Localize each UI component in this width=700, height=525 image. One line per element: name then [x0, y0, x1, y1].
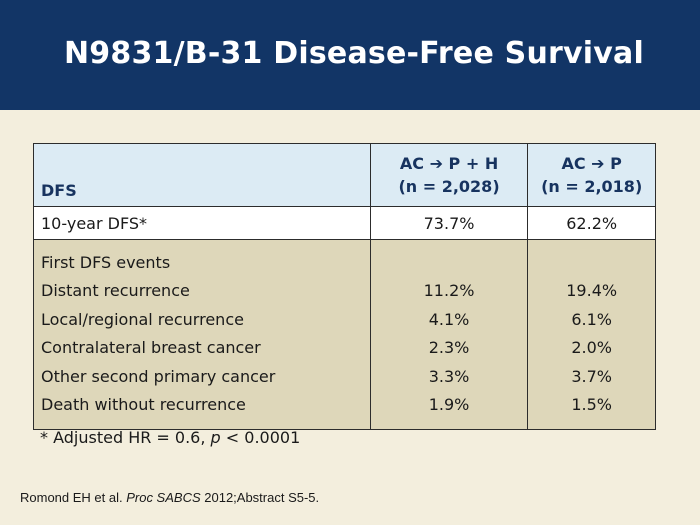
value-cell: 2.0%	[571, 338, 612, 358]
event-label: Distant recurrence	[41, 281, 190, 301]
value-cell: 11.2%	[423, 281, 475, 301]
event-label: Contralateral breast cancer	[41, 338, 261, 358]
arm-regimen: AC ➔ P	[561, 154, 622, 173]
arm-n: (n = 2,028)	[398, 177, 500, 196]
event-label: Local/regional recurrence	[41, 309, 244, 329]
footnote: * Adjusted HR = 0.6, p < 0.0001	[40, 428, 301, 447]
arrow-icon: ➔	[591, 154, 605, 173]
value-cell: 73.7%	[369, 206, 529, 240]
events-labels: First DFS events Distant recurrence Loca…	[33, 238, 371, 431]
events-values-arm2: 19.4% 6.1% 2.0% 3.7% 1.5%	[527, 238, 656, 431]
title-banner: N9831/B-31 Disease-Free Survival	[0, 0, 700, 110]
first-dfs-events-block: First DFS events Distant recurrence Loca…	[33, 238, 656, 431]
arrow-icon: ➔	[429, 154, 443, 173]
value-cell: 19.4%	[566, 281, 618, 301]
value-cell: 6.1%	[571, 309, 612, 329]
value-cell: 1.9%	[428, 394, 470, 414]
events-heading: First DFS events	[41, 253, 171, 272]
slide-title: N9831/B-31 Disease-Free Survival	[64, 36, 644, 71]
dfs-column-label: DFS	[33, 143, 371, 207]
dfs-table: DFS AC ➔ P + H (n = 2,028) AC ➔ P (n = 2…	[33, 143, 656, 431]
value-cell: 3.7%	[571, 366, 612, 386]
table-header-row: DFS AC ➔ P + H (n = 2,028) AC ➔ P (n = 2…	[33, 143, 656, 207]
event-label: Other second primary cancer	[41, 366, 276, 386]
arm-regimen: AC ➔ P + H	[399, 154, 499, 173]
value-cell: 62.2%	[527, 206, 656, 240]
arm-header-control: AC ➔ P (n = 2,018)	[527, 143, 656, 207]
value-cell: 3.3%	[428, 366, 470, 386]
value-cell: 4.1%	[428, 309, 470, 329]
citation: Romond EH et al. Proc SABCS 2012;Abstrac…	[20, 490, 320, 505]
arm-n: (n = 2,018)	[541, 177, 643, 196]
value-cell: 1.5%	[571, 394, 612, 414]
arm-header-trastuzumab: AC ➔ P + H (n = 2,028)	[369, 143, 529, 207]
events-values-arm1: 11.2% 4.1% 2.3% 3.3% 1.9%	[369, 238, 529, 431]
ten-year-dfs-row: 10-year DFS* 73.7% 62.2%	[33, 206, 656, 240]
event-label: Death without recurrence	[41, 394, 246, 414]
row-label: 10-year DFS*	[33, 206, 371, 240]
value-cell: 2.3%	[428, 338, 470, 358]
